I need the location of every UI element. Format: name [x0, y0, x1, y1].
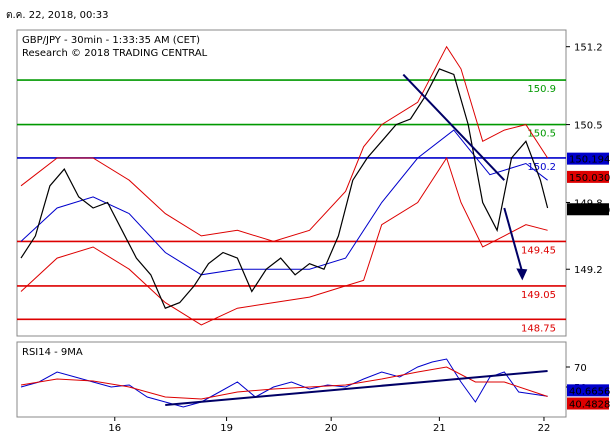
x-tick-label-1: 19: [220, 423, 233, 434]
date-x-axis: 16 19 20 21 22: [108, 417, 550, 434]
forecast-arrow-head: [516, 268, 528, 281]
price-tag-box-1: [567, 170, 609, 183]
main-plot-frame: [16, 29, 567, 337]
price-line: [20, 68, 549, 309]
annotations: [402, 73, 528, 281]
level-label-1: 150.5: [527, 129, 556, 140]
level-label-5: 148.75: [521, 323, 556, 334]
rsi-tag-label-1: 40.4828: [569, 400, 610, 411]
support-resistance-levels: 150.9 150.5 150.2 149.45 149.05 148.75: [17, 79, 566, 334]
upper-band-line: [20, 45, 549, 242]
forecast-arrow-shaft: [503, 207, 524, 273]
chart-title: GBP/JPY - 30min - 1:33:35 AM (CET): [22, 35, 200, 46]
rsi-series: [20, 358, 548, 408]
price-series: [20, 68, 549, 309]
level-label-3: 149.45: [521, 245, 556, 256]
price-tag-box-2: [567, 203, 609, 216]
main-panel: 150.9 150.5 150.2 149.45 149.05 148.75 151.2 1…: [16, 29, 610, 337]
rsi-tag-label-0: 40.6656: [569, 386, 610, 397]
y-tick-label-0: 151.2: [574, 43, 603, 54]
level-label-4: 149.05: [521, 290, 556, 301]
rsi-tag-box-0: [567, 384, 609, 397]
resistance-trendline: [402, 73, 506, 181]
chart-subtitle: Research © 2018 TRADING CENTRAL: [22, 48, 208, 59]
y-tick-label-3: 149.2: [574, 265, 603, 276]
price-tag-label-2: 149.739: [569, 205, 610, 216]
rsi-line: [20, 358, 548, 408]
level-label-2: 150.2: [527, 162, 556, 173]
rsi-label: RSI14 - 9MA: [22, 347, 83, 358]
price-tag-label-0: 150.194: [569, 155, 610, 166]
rsi-tick-label-0: 70: [574, 363, 587, 374]
x-tick-label-4: 22: [538, 423, 551, 434]
price-tag-label-1: 150.030: [569, 173, 610, 184]
x-tick-label-2: 20: [325, 423, 338, 434]
moving-average-line: [20, 129, 548, 276]
y-tick-label-1: 150.5: [574, 121, 603, 132]
rsi-plot-frame: [16, 341, 567, 418]
header-timestamp: ต.ค. 22, 2018, 00:33: [6, 10, 108, 21]
rsi-tags: 40.6656 40.4828: [567, 384, 610, 411]
x-tick-label-3: 21: [433, 423, 446, 434]
rsi-tag-box-1: [567, 397, 609, 410]
lower-band-line: [20, 156, 548, 326]
x-tick-label-0: 16: [108, 423, 121, 434]
rsi-trendline: [165, 370, 548, 406]
price-tags: 150.194 150.030 149.739: [567, 152, 610, 216]
level-label-0: 150.9: [527, 84, 556, 95]
rsi-ma-line: [20, 366, 548, 400]
bollinger-bands: [20, 45, 549, 326]
price-tag-box-0: [567, 152, 609, 165]
